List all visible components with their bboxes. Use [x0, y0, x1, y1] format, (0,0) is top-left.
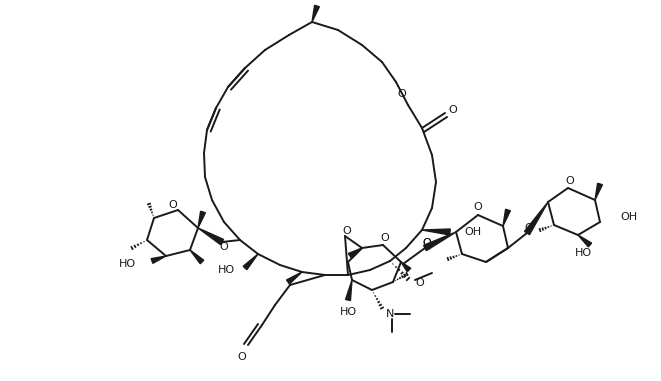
- Text: O: O: [237, 352, 247, 362]
- Polygon shape: [578, 235, 592, 247]
- Text: OH: OH: [620, 212, 637, 222]
- Polygon shape: [198, 228, 223, 245]
- Text: O: O: [416, 278, 424, 288]
- Polygon shape: [243, 254, 258, 270]
- Polygon shape: [595, 183, 602, 200]
- Text: O: O: [219, 242, 228, 252]
- Text: O: O: [474, 202, 483, 212]
- Polygon shape: [346, 280, 352, 301]
- Text: O: O: [566, 176, 574, 186]
- Polygon shape: [503, 209, 510, 226]
- Polygon shape: [312, 5, 319, 22]
- Text: OH: OH: [464, 227, 481, 237]
- Text: O: O: [169, 200, 177, 210]
- Text: O: O: [449, 105, 457, 115]
- Text: O: O: [342, 226, 352, 236]
- Polygon shape: [287, 272, 302, 284]
- Text: HO: HO: [340, 307, 356, 317]
- Polygon shape: [422, 229, 450, 235]
- Text: O: O: [525, 223, 533, 233]
- Polygon shape: [401, 262, 410, 272]
- Text: O: O: [422, 238, 432, 248]
- Polygon shape: [190, 250, 204, 264]
- Text: O: O: [381, 233, 389, 243]
- Text: O: O: [398, 89, 407, 99]
- Polygon shape: [525, 202, 548, 235]
- Text: N: N: [386, 309, 394, 319]
- Polygon shape: [424, 232, 456, 251]
- Text: HO: HO: [119, 259, 136, 269]
- Polygon shape: [198, 211, 206, 228]
- Polygon shape: [348, 248, 362, 258]
- Text: HO: HO: [218, 265, 235, 275]
- Polygon shape: [151, 256, 166, 263]
- Text: HO: HO: [574, 248, 592, 258]
- Text: O: O: [422, 238, 432, 248]
